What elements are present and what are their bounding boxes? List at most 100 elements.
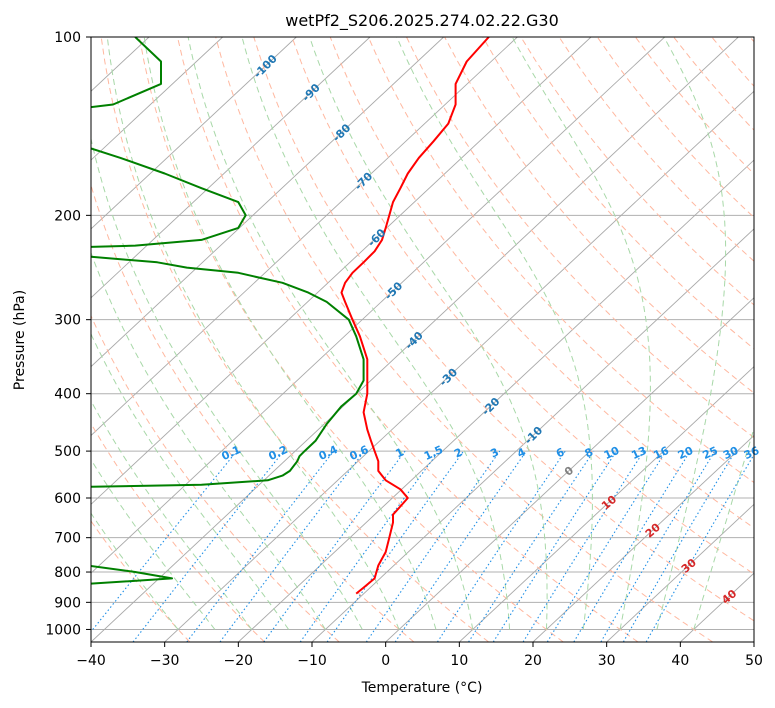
y-axis: 100 200 300 400 500 600 700 800 900 1000 — [45, 30, 91, 638]
dry-adiabat-line — [100, 37, 489, 642]
mixing-ratio-label: 0.1 — [220, 443, 243, 463]
mixing-ratio-line — [573, 450, 691, 642]
moist-adiabat-line — [91, 399, 253, 630]
y-axis-label: Pressure (hPa) — [12, 290, 28, 390]
isotherm-line — [311, 228, 754, 642]
dry-adiabat-line — [329, 37, 754, 529]
moist-adiabat-line — [91, 458, 216, 630]
x-tick-label: 20 — [524, 653, 542, 669]
y-tick-label: 900 — [54, 595, 81, 611]
moist-adiabat-line — [187, 37, 474, 630]
mixing-ratio-label: 13 — [629, 444, 648, 462]
moist-adiabat-line — [511, 37, 651, 630]
dry-adiabat-line — [596, 37, 754, 219]
moist-adiabat-line — [656, 37, 727, 630]
isotherm-line — [91, 37, 739, 642]
y-tick-label: 700 — [54, 531, 81, 547]
mixing-ratio-label: 4 — [515, 445, 528, 460]
mixing-ratio-label: 0.6 — [347, 443, 370, 463]
moist-adiabat-line — [91, 332, 289, 630]
moist-adiabat-line — [309, 37, 548, 630]
isotherm-line — [91, 37, 223, 161]
isotherm-line — [680, 572, 754, 642]
dry-adiabat-line — [215, 37, 713, 642]
isotherm-line — [606, 503, 754, 642]
temperature-profile — [340, 37, 490, 595]
sounding-profiles — [91, 37, 490, 595]
mixing-ratio-label: 20 — [676, 444, 696, 462]
x-tick-label: −30 — [150, 653, 180, 669]
mixing-ratio-line — [622, 450, 736, 642]
x-tick-label: −10 — [297, 653, 327, 669]
x-tick-label: −40 — [76, 653, 106, 669]
y-tick-label: 800 — [54, 565, 81, 581]
moist-adiabat-line — [241, 37, 511, 630]
y-tick-label: 400 — [54, 387, 81, 403]
isotherm-line — [164, 90, 754, 642]
mixing-ratio-line — [263, 450, 406, 642]
mixing-ratio-label: 25 — [701, 444, 720, 462]
mixing-ratio-line — [600, 450, 716, 642]
isotherm-line — [0, 37, 2, 642]
dry-adiabat-line — [91, 314, 340, 642]
x-axis: −40 −30 −20 −10 0 10 20 30 40 50 — [76, 642, 763, 669]
dry-adiabat-line — [406, 37, 754, 439]
plot-frame — [90, 36, 755, 643]
dry-adiabat-line — [482, 37, 754, 350]
x-axis-label: Temperature (°C) — [361, 680, 483, 696]
moist-adiabat-line — [106, 37, 400, 630]
dry-adiabat-line — [91, 183, 415, 642]
dry-adiabat-line — [291, 37, 754, 575]
y-tick-label: 1000 — [45, 622, 81, 638]
mixing-ratio-label: 10 — [602, 444, 622, 462]
y-tick-label: 100 — [54, 30, 81, 46]
mixing-ratio-label: 36 — [742, 444, 762, 462]
mixing-ratio-line — [645, 453, 754, 642]
isotherm-line — [91, 37, 444, 368]
y-tick-label: 200 — [54, 208, 81, 224]
mixing-ratio-line — [326, 450, 465, 642]
mixing-ratio-line — [522, 450, 645, 642]
moist-adiabat-line — [91, 251, 326, 630]
isotherm-line — [91, 37, 518, 437]
mixing-ratio-label: 6 — [554, 445, 567, 460]
mixing-ratio-line — [468, 450, 595, 642]
mixing-ratio-line — [436, 450, 566, 642]
isotherm-line — [385, 297, 754, 642]
isotherm-line — [91, 37, 371, 299]
y-tick-label: 500 — [54, 444, 81, 460]
moist-adiabat-line — [396, 37, 593, 630]
mixing-ratio-label: 3 — [488, 446, 500, 461]
dewpoint-profile — [91, 37, 365, 585]
mixing-ratio-line — [492, 450, 617, 642]
isotherm-line — [238, 159, 754, 642]
isotherm-line — [532, 434, 754, 642]
dry-adiabat-line — [367, 37, 754, 484]
mixing-ratio-label: 0.4 — [317, 443, 340, 463]
moist-adiabat-line — [143, 37, 437, 630]
mixing-ratio-line — [219, 450, 365, 642]
x-tick-label: 0 — [381, 653, 390, 669]
mixing-ratio-label: 1 — [394, 446, 406, 461]
dry-adiabat-line — [253, 37, 754, 622]
y-tick-label: 600 — [54, 491, 81, 507]
x-tick-label: −20 — [224, 653, 254, 669]
x-tick-label: 40 — [671, 653, 689, 669]
x-tick-label: 10 — [450, 653, 468, 669]
y-tick-label: 300 — [54, 313, 81, 329]
mixing-ratio-line — [365, 450, 501, 642]
mixing-ratio-line — [546, 450, 667, 642]
x-tick-label: 50 — [745, 653, 763, 669]
line-labels: 0.1 0.2 0.4 0.6 1 1.5 2 3 4 6 8 10 13 16 20 25 30 36-100-… — [220, 52, 762, 607]
mixing-ratio-line — [299, 450, 440, 642]
isotherm-line — [459, 365, 754, 642]
moist-adiabat-line — [91, 512, 179, 630]
mixing-ratio-line — [91, 450, 238, 633]
moist-adiabat-line — [91, 136, 363, 630]
isotherm-line — [753, 641, 754, 642]
mixing-ratio-label: 16 — [652, 444, 672, 462]
isotherm-line — [91, 37, 665, 574]
dry-adiabat-line — [711, 37, 754, 87]
mixing-ratio-line — [394, 450, 527, 642]
